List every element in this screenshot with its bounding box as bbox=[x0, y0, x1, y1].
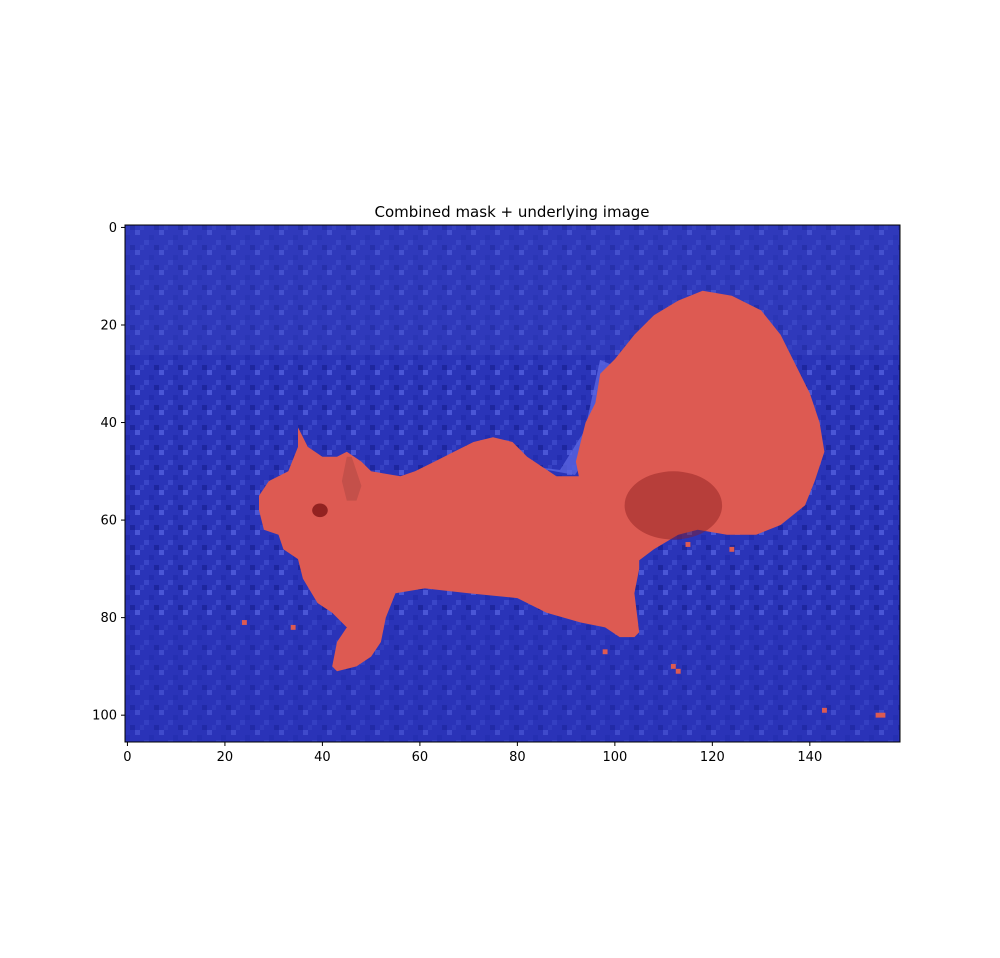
mask-speck bbox=[875, 712, 881, 718]
mask-layer bbox=[259, 290, 825, 672]
background-bottom-tone bbox=[125, 620, 900, 742]
y-tick-label: 60 bbox=[100, 514, 117, 529]
x-tick-label: 60 bbox=[412, 750, 429, 765]
mask-speck bbox=[670, 663, 676, 669]
x-tick-label: 120 bbox=[700, 750, 725, 765]
x-tick-label: 100 bbox=[602, 750, 627, 765]
plot-frame bbox=[124, 224, 901, 743]
tail-dark-shading bbox=[624, 471, 723, 540]
background-top-tone bbox=[125, 225, 900, 355]
x-tick-label: 0 bbox=[123, 750, 131, 765]
x-tick-label: 20 bbox=[217, 750, 234, 765]
mask-speck bbox=[729, 546, 735, 552]
mask-speck bbox=[880, 712, 886, 718]
mask-speck bbox=[290, 624, 296, 630]
y-tick-label: 40 bbox=[100, 416, 117, 431]
mask-specks bbox=[241, 542, 886, 718]
x-tick-label: 40 bbox=[314, 750, 331, 765]
mask-speck bbox=[685, 542, 691, 547]
mask-speck bbox=[241, 620, 247, 625]
y-axis-ticks: 0 20 40 60 80 100 bbox=[92, 221, 125, 724]
x-tick-label: 80 bbox=[509, 750, 526, 765]
mask-speck bbox=[602, 649, 608, 655]
x-tick-label: 140 bbox=[797, 750, 822, 765]
chart-title: Combined mask + underlying image bbox=[374, 203, 649, 221]
x-axis-ticks: 0 20 40 60 80 100 120 140 bbox=[123, 742, 822, 765]
mask-region-ear bbox=[341, 456, 362, 501]
y-tick-label: 0 bbox=[109, 221, 117, 236]
mask-speck bbox=[675, 668, 681, 674]
y-tick-label: 100 bbox=[92, 709, 117, 724]
y-tick-label: 80 bbox=[100, 611, 117, 626]
y-tick-label: 20 bbox=[100, 318, 117, 333]
mask-region-tail bbox=[575, 290, 825, 564]
image-plot-area bbox=[125, 225, 900, 742]
eye-dark-spot bbox=[312, 503, 328, 518]
mask-speck bbox=[822, 707, 827, 713]
